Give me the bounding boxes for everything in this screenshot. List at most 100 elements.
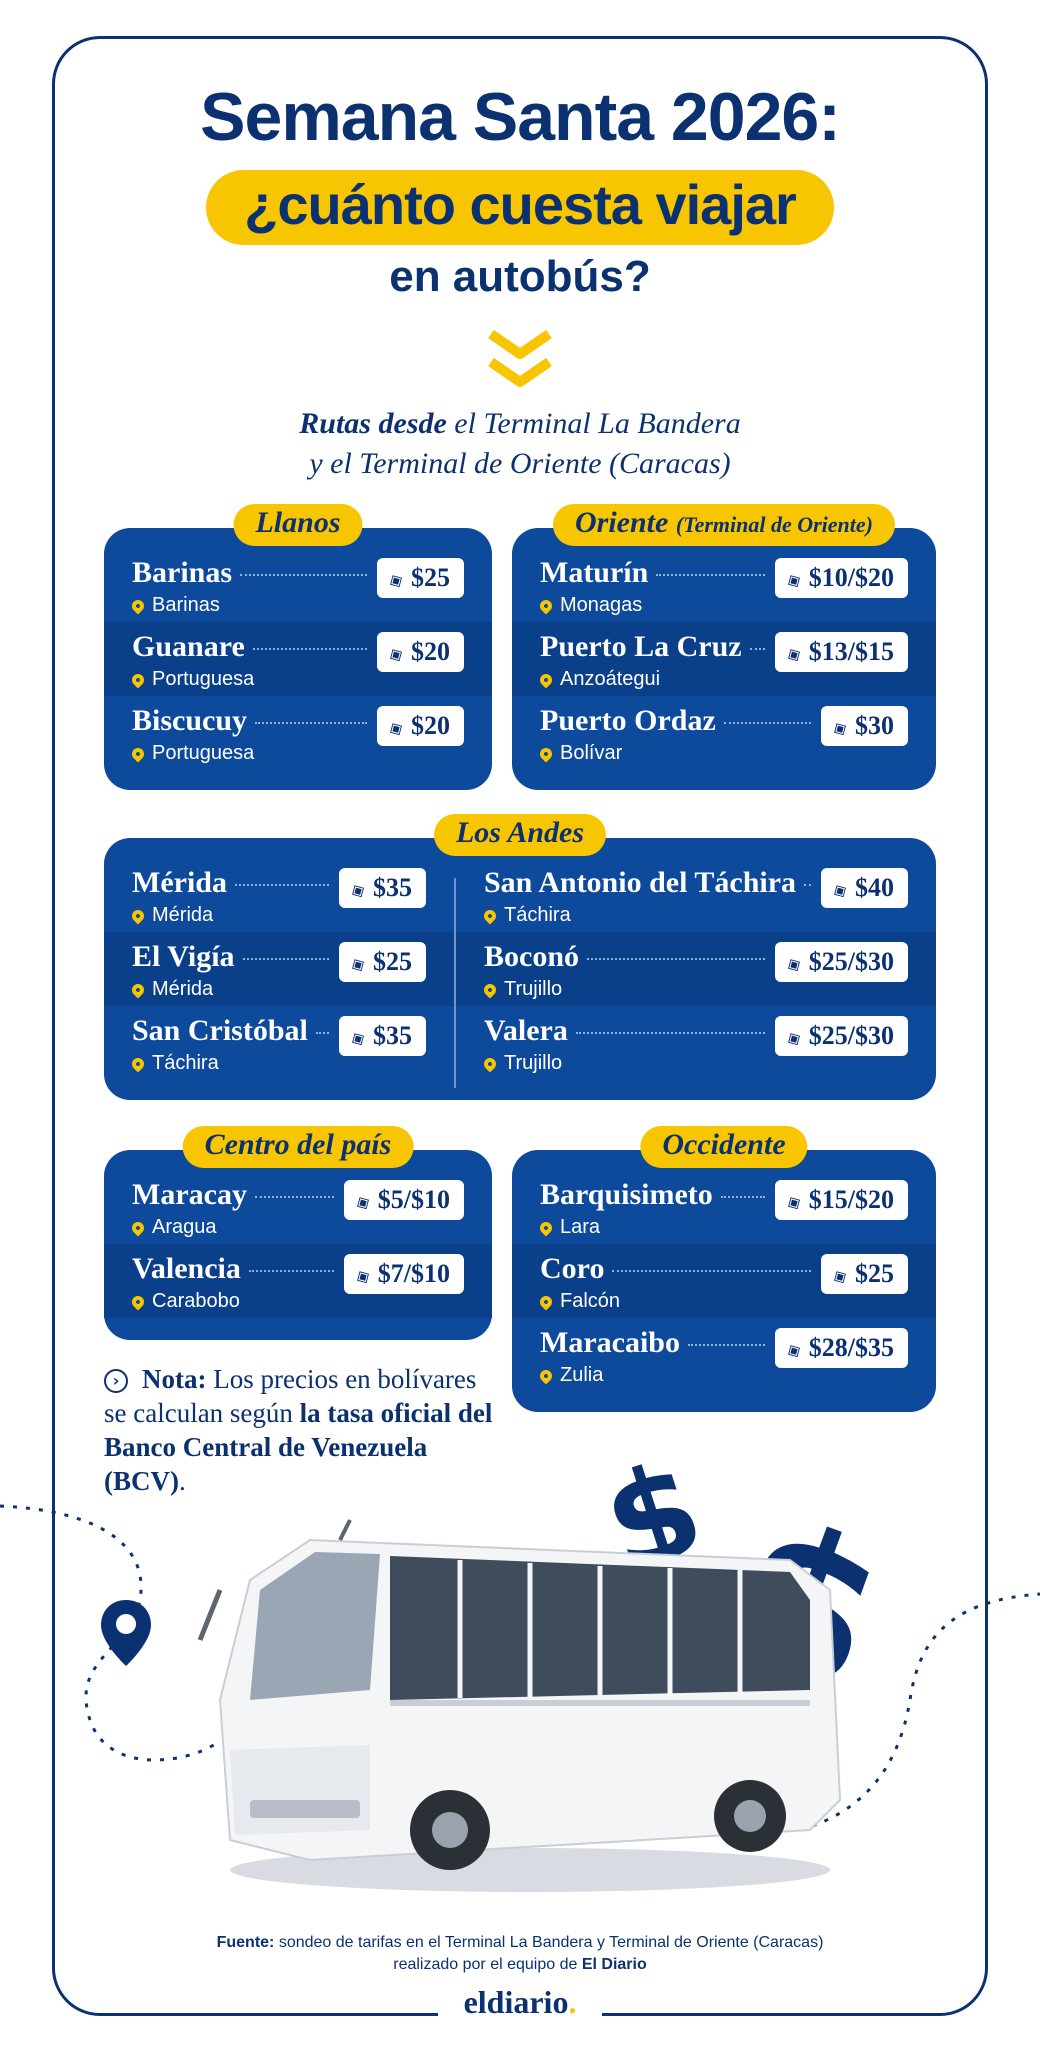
route-city: Coro bbox=[540, 1252, 605, 1285]
routes-subtitle: Rutas desde el Terminal La Bandera y el … bbox=[0, 404, 1040, 484]
price-badge: ◈ $5/$10 bbox=[343, 1180, 464, 1220]
location-pin-icon bbox=[101, 1600, 151, 1666]
price-badge: ◈ $7/$10 bbox=[343, 1254, 464, 1294]
price-tag-icon: ◈ bbox=[351, 1264, 374, 1290]
route-state-label: Bolívar bbox=[560, 742, 623, 764]
tab-oriente: Oriente (Terminal de Oriente) bbox=[552, 504, 896, 546]
route-state: Falcón bbox=[537, 1290, 621, 1313]
route-state-label: Portuguesa bbox=[152, 742, 255, 764]
location-pin-icon bbox=[537, 1367, 555, 1385]
leader-dots bbox=[316, 1032, 329, 1034]
headline: Semana Santa 2026: bbox=[200, 79, 841, 155]
route-city: El Vigía bbox=[132, 940, 235, 973]
route-state: Monagas bbox=[537, 594, 642, 617]
location-pin-icon bbox=[481, 981, 499, 999]
tab-oriente-subtitle: (Terminal de Oriente) bbox=[675, 512, 874, 537]
price-tag-icon: ◈ bbox=[384, 642, 408, 668]
location-pin-icon bbox=[129, 1219, 147, 1237]
price-value: $25 bbox=[411, 563, 450, 592]
column-divider bbox=[454, 878, 456, 1088]
route-city: Barquisimeto bbox=[540, 1178, 713, 1211]
price-tag-icon: ◈ bbox=[351, 1190, 374, 1216]
headline-highlight-text: ¿cuánto cuesta viajar bbox=[206, 170, 834, 245]
route-state-label: Trujillo bbox=[504, 978, 563, 1000]
price-badge: ◈ $40 bbox=[821, 868, 908, 908]
location-pin-icon bbox=[129, 671, 147, 689]
price-value: $25 bbox=[373, 947, 412, 976]
price-badge: ◈ $15/$20 bbox=[774, 1180, 908, 1220]
route-row: Valencia Carabobo ◈ $7/$10 bbox=[104, 1244, 492, 1318]
leader-dots bbox=[249, 1270, 334, 1272]
location-pin-icon bbox=[129, 1293, 147, 1311]
price-badge: ◈ $10/$20 bbox=[774, 558, 908, 598]
leader-dots bbox=[724, 722, 811, 724]
location-pin-icon bbox=[129, 981, 147, 999]
source-brand: El Diario bbox=[581, 1956, 647, 1973]
route-state: Trujillo bbox=[481, 978, 563, 1001]
price-tag-icon: ◈ bbox=[346, 952, 370, 978]
route-state: Portuguesa bbox=[129, 668, 254, 691]
leader-dots bbox=[235, 884, 329, 886]
location-pin-icon bbox=[537, 1219, 555, 1237]
route-row: Puerto Ordaz Bolívar ◈ $30 bbox=[512, 696, 936, 770]
price-badge: ◈ $25 bbox=[821, 1254, 908, 1294]
price-value: $25 bbox=[855, 1259, 894, 1288]
leader-dots bbox=[721, 1196, 765, 1198]
price-tag-icon: ◈ bbox=[346, 878, 370, 904]
route-state: Lara bbox=[537, 1216, 600, 1239]
price-value: $40 bbox=[855, 873, 894, 902]
route-state-label: Mérida bbox=[152, 904, 214, 926]
price-value: $20 bbox=[411, 637, 450, 666]
route-city: Maturín bbox=[540, 556, 649, 589]
route-state: Anzoátegui bbox=[537, 668, 660, 691]
route-row: Boconó Trujillo ◈ $25/$30 bbox=[456, 932, 936, 1006]
route-city: Barinas bbox=[132, 556, 233, 589]
route-city: Puerto Ordaz bbox=[540, 704, 716, 737]
leader-dots bbox=[576, 1032, 765, 1034]
route-city: San Cristóbal bbox=[132, 1014, 308, 1047]
location-pin-icon bbox=[481, 907, 499, 925]
location-pin-icon bbox=[129, 907, 147, 925]
route-state: Aragua bbox=[129, 1216, 217, 1239]
price-value: $13/$15 bbox=[808, 637, 894, 666]
price-badge: ◈ $20 bbox=[377, 706, 464, 746]
route-row: Puerto La Cruz Anzoátegui ◈ $13/$15 bbox=[512, 622, 936, 696]
price-value: $20 bbox=[411, 711, 450, 740]
price-badge: ◈ $35 bbox=[339, 868, 426, 908]
route-state: Carabobo bbox=[129, 1290, 240, 1313]
tab-llanos: Llanos bbox=[233, 504, 363, 546]
route-state-label: Falcón bbox=[560, 1290, 621, 1312]
price-badge: ◈ $25/$30 bbox=[774, 942, 908, 982]
location-pin-icon bbox=[537, 1293, 555, 1311]
tab-andes: Los Andes bbox=[433, 814, 607, 856]
route-city: Maracaibo bbox=[540, 1326, 680, 1359]
route-city: Maracay bbox=[132, 1178, 247, 1211]
subtitle-bold: Rutas desde bbox=[299, 407, 447, 440]
price-badge: ◈ $30 bbox=[821, 706, 908, 746]
route-city: Valera bbox=[484, 1014, 568, 1047]
price-badge: ◈ $25/$30 bbox=[774, 1016, 908, 1056]
route-row: San Antonio del Táchira Táchira ◈ $40 bbox=[456, 858, 936, 932]
route-city: Biscucuy bbox=[132, 704, 248, 737]
route-state-label: Mérida bbox=[152, 978, 214, 1000]
source-text: sondeo de tarifas en el Terminal La Band… bbox=[274, 1934, 824, 1973]
price-badge: ◈ $13/$15 bbox=[774, 632, 908, 672]
route-state: Barinas bbox=[129, 594, 220, 617]
headline-line3: en autobús? bbox=[389, 252, 651, 301]
price-badge: ◈ $25 bbox=[377, 558, 464, 598]
leader-dots bbox=[243, 958, 329, 960]
route-row: Barquisimeto Lara ◈ $15/$20 bbox=[512, 1170, 936, 1244]
leader-dots bbox=[240, 574, 367, 576]
price-tag-icon: ◈ bbox=[782, 568, 805, 594]
location-pin-icon bbox=[129, 1055, 147, 1073]
price-note: Nota: Los precios en bolívares se calcul… bbox=[104, 1362, 504, 1498]
route-state-label: Táchira bbox=[152, 1052, 219, 1074]
price-value: $28/$35 bbox=[808, 1333, 894, 1362]
location-pin-icon bbox=[481, 1055, 499, 1073]
location-pin-icon bbox=[537, 597, 555, 615]
price-value: $35 bbox=[373, 873, 412, 902]
price-value: $5/$10 bbox=[377, 1185, 450, 1214]
source-label: Fuente: bbox=[216, 1934, 275, 1951]
route-row: Maturín Monagas ◈ $10/$20 bbox=[512, 548, 936, 622]
subtitle-rest: el Terminal La Bandera bbox=[446, 407, 741, 440]
